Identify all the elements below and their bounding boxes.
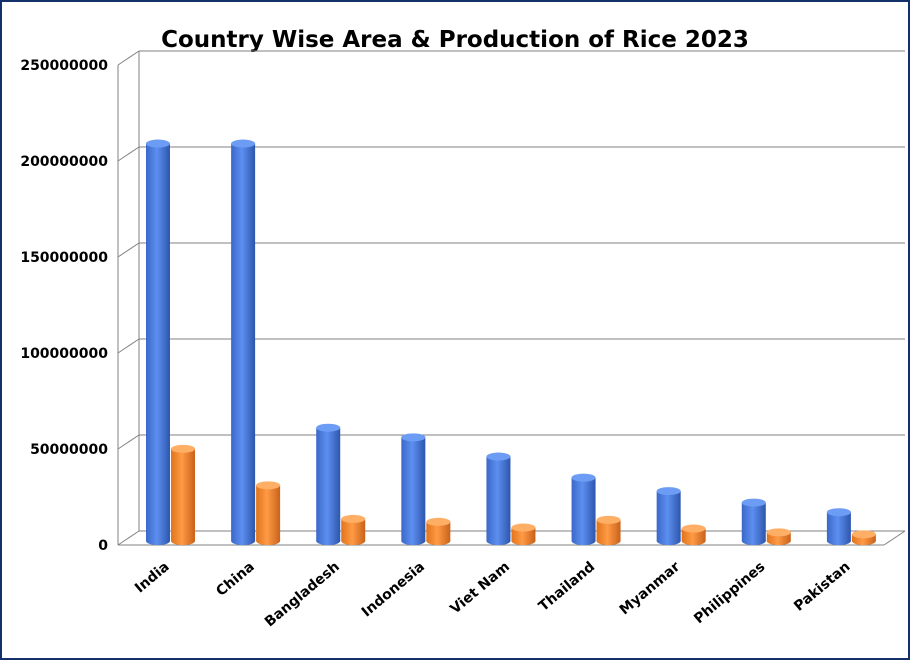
- bar-thailand-series-1: [571, 473, 596, 545]
- bar-india-series-2: [171, 444, 195, 545]
- bar-top: [486, 452, 511, 461]
- x-tick-label: Myanmar: [617, 559, 684, 619]
- chart-title: Country Wise Area & Production of Rice 2…: [161, 27, 749, 53]
- x-tick-label: Bangladesh: [262, 559, 343, 631]
- y-tick-label: 200000000: [20, 154, 108, 170]
- bar-myanmar-series-1: [656, 487, 681, 545]
- bar-body: [596, 519, 621, 541]
- bar-base: [851, 537, 876, 545]
- bar-base: [596, 537, 621, 545]
- bar-indonesia-series-2: [426, 517, 451, 545]
- bar-base: [486, 537, 511, 545]
- bar-top: [826, 508, 851, 517]
- bar-bangladesh-series-1: [316, 423, 341, 545]
- y-axis-ticks: 0 50000000 100000000 150000000 200000000 2500…: [20, 58, 108, 554]
- bar-base: [741, 537, 766, 545]
- bar-top: [766, 528, 791, 537]
- bar-top: [656, 487, 681, 496]
- y-tick-label: 0: [98, 538, 108, 554]
- x-tick-label: India: [132, 559, 173, 597]
- bar-body: [171, 448, 195, 541]
- bar-base: [146, 537, 170, 545]
- bar-top: [341, 514, 366, 523]
- y-tick-label: 50000000: [30, 442, 108, 458]
- x-tick-label: Viet Nam: [447, 559, 513, 618]
- x-tick-label: Philippines: [691, 559, 768, 627]
- bar-india-series-1: [146, 139, 170, 545]
- bar-body: [231, 143, 256, 541]
- bar-top: [571, 473, 596, 482]
- bar-body: [341, 518, 366, 541]
- floor-right-line: [883, 530, 906, 546]
- y-tick-label: 100000000: [20, 346, 108, 362]
- bar-china-series-1: [231, 139, 256, 545]
- bar-base: [401, 537, 426, 545]
- bar-base: [656, 537, 681, 545]
- bar-pakistan-series-2: [851, 530, 876, 545]
- bar-base: [681, 537, 706, 545]
- bar-top: [851, 530, 876, 539]
- bar-top: [316, 423, 341, 432]
- bar-base: [231, 537, 256, 545]
- bar-viet-nam-series-2: [511, 523, 536, 545]
- bar-base: [766, 537, 791, 545]
- bar-top: [681, 524, 706, 533]
- grid-diagonal: [117, 338, 140, 354]
- grid-diagonal: [117, 434, 140, 450]
- bar-body: [766, 532, 791, 541]
- bar-base: [571, 537, 596, 545]
- bar-body: [656, 491, 681, 541]
- bar-body: [256, 485, 281, 541]
- bar-bangladesh-series-2: [341, 514, 366, 545]
- y-tick-label: 150000000: [20, 250, 108, 266]
- bar-body: [401, 437, 426, 541]
- y-tick-label: 250000000: [20, 58, 108, 74]
- bar-myanmar-series-2: [681, 524, 706, 545]
- x-axis-ticks: India China Bangladesh Indonesia Viet Nam Tha…: [132, 559, 853, 631]
- bar-top: [596, 515, 621, 524]
- bar-body: [571, 477, 596, 541]
- x-tick-label: China: [213, 559, 257, 600]
- grid-diagonal: [117, 530, 140, 546]
- grid-diagonal: [117, 242, 140, 258]
- bar-base: [426, 537, 451, 545]
- bar-base: [511, 537, 536, 545]
- bar-top: [426, 517, 451, 526]
- bar-body: [426, 521, 451, 541]
- bar-top: [146, 139, 170, 148]
- bar-top: [171, 444, 195, 453]
- bar-base: [316, 537, 341, 545]
- bar-body: [826, 512, 851, 541]
- bar-base: [256, 537, 281, 545]
- bar-top: [231, 139, 256, 148]
- bar-top: [511, 523, 536, 532]
- x-tick-label: Pakistan: [791, 559, 853, 615]
- bar-philippines-series-1: [741, 498, 766, 545]
- bar-base: [341, 537, 366, 545]
- bar-body: [741, 502, 766, 541]
- bar-top: [256, 481, 281, 490]
- grid-diagonal: [117, 146, 140, 162]
- x-tick-label: Thailand: [536, 559, 598, 615]
- x-tick-label: Indonesia: [359, 559, 428, 621]
- bar-china-series-2: [256, 481, 281, 545]
- bar-top: [741, 498, 766, 507]
- bar-thailand-series-2: [596, 515, 621, 545]
- bar-base: [171, 537, 195, 545]
- grid-diagonal: [117, 50, 140, 66]
- bar-base: [826, 537, 851, 545]
- bar-body: [316, 427, 341, 541]
- bar-top: [401, 433, 426, 442]
- bar-body: [146, 143, 170, 541]
- bar-body: [486, 456, 511, 541]
- bars: [146, 139, 876, 545]
- bar-philippines-series-2: [766, 528, 791, 545]
- bar-indonesia-series-1: [401, 433, 426, 545]
- bar-pakistan-series-1: [826, 508, 851, 545]
- bar-viet-nam-series-1: [486, 452, 511, 545]
